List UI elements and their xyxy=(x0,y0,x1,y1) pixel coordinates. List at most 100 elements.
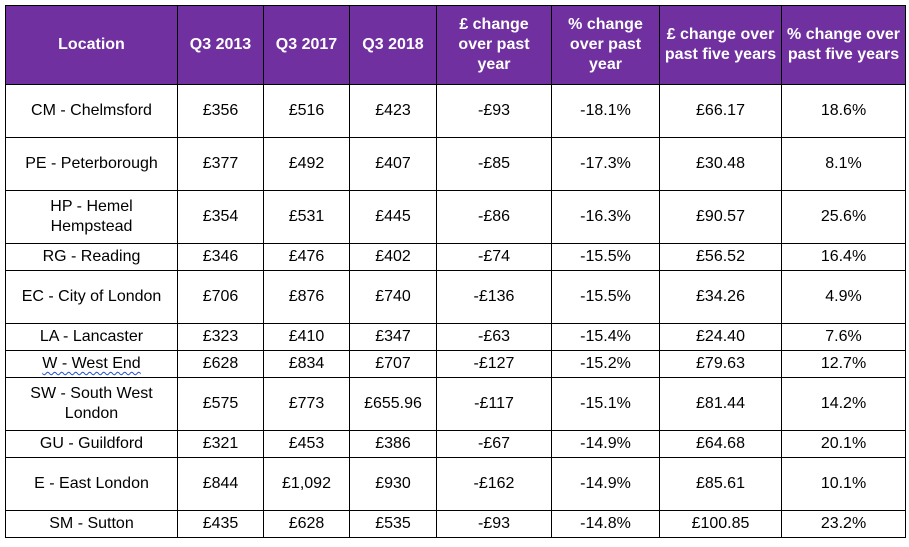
cell-pct-change-five-years: 25.6% xyxy=(781,190,906,244)
table-header: Location Q3 2013 Q3 2017 Q3 2018 £ chang… xyxy=(5,5,906,85)
cell-pct-change-five-years: 4.9% xyxy=(781,270,906,324)
cell-pct-change-year: -15.1% xyxy=(551,377,660,431)
cell-location: E - East London xyxy=(5,457,178,511)
cell-location: CM - Chelmsford xyxy=(5,84,178,138)
table-row: PE - Peterborough £377 £492 £407 -£85 -1… xyxy=(5,137,906,191)
cell-q3-2017: £876 xyxy=(263,270,350,324)
cell-gbp-change-year: -£93 xyxy=(436,84,552,138)
cell-location: SW - South West London xyxy=(5,377,178,431)
header-pct-change-year: % change over past year xyxy=(551,5,660,85)
cell-gbp-change-year: -£85 xyxy=(436,137,552,191)
cell-gbp-change-five-years: £30.48 xyxy=(659,137,782,191)
cell-location: HP - Hemel Hempstead xyxy=(5,190,178,244)
cell-pct-change-five-years: 16.4% xyxy=(781,243,906,271)
cell-pct-change-five-years: 20.1% xyxy=(781,430,906,458)
table-row: HP - Hemel Hempstead £354 £531 £445 -£86… xyxy=(5,190,906,244)
cell-q3-2013: £321 xyxy=(177,430,264,458)
header-gbp-change-year: £ change over past year xyxy=(436,5,552,85)
header-row: Location Q3 2013 Q3 2017 Q3 2018 £ chang… xyxy=(5,5,906,85)
header-q3-2013: Q3 2013 xyxy=(177,5,264,85)
cell-q3-2017: £628 xyxy=(263,510,350,538)
cell-q3-2013: £844 xyxy=(177,457,264,511)
cell-q3-2018: £402 xyxy=(349,243,437,271)
cell-gbp-change-five-years: £34.26 xyxy=(659,270,782,324)
cell-q3-2018: £423 xyxy=(349,84,437,138)
cell-pct-change-year: -18.1% xyxy=(551,84,660,138)
cell-q3-2013: £356 xyxy=(177,84,264,138)
cell-location: LA - Lancaster xyxy=(5,323,178,351)
header-location: Location xyxy=(5,5,178,85)
cell-pct-change-five-years: 12.7% xyxy=(781,350,906,378)
cell-pct-change-five-years: 23.2% xyxy=(781,510,906,538)
cell-gbp-change-five-years: £56.52 xyxy=(659,243,782,271)
cell-q3-2013: £377 xyxy=(177,137,264,191)
header-pct-change-five-years: % change over past five years xyxy=(781,5,906,85)
cell-pct-change-year: -14.9% xyxy=(551,457,660,511)
rental-change-table: Location Q3 2013 Q3 2017 Q3 2018 £ chang… xyxy=(5,5,906,538)
cell-gbp-change-year: -£74 xyxy=(436,243,552,271)
header-q3-2017: Q3 2017 xyxy=(263,5,350,85)
cell-gbp-change-year: -£127 xyxy=(436,350,552,378)
cell-q3-2017: £531 xyxy=(263,190,350,244)
cell-location: EC - City of London xyxy=(5,270,178,324)
cell-q3-2017: £476 xyxy=(263,243,350,271)
cell-gbp-change-year: -£136 xyxy=(436,270,552,324)
cell-q3-2013: £323 xyxy=(177,323,264,351)
cell-q3-2018: £347 xyxy=(349,323,437,351)
cell-q3-2018: £535 xyxy=(349,510,437,538)
cell-location: W - West End xyxy=(5,350,178,378)
cell-location: SM - Sutton xyxy=(5,510,178,538)
cell-q3-2017: £834 xyxy=(263,350,350,378)
cell-gbp-change-five-years: £85.61 xyxy=(659,457,782,511)
table-row: EC - City of London £706 £876 £740 -£136… xyxy=(5,270,906,324)
table-row: SM - Sutton £435 £628 £535 -£93 -14.8% £… xyxy=(5,510,906,538)
cell-q3-2018: £655.96 xyxy=(349,377,437,431)
table-row: E - East London £844 £1,092 £930 -£162 -… xyxy=(5,457,906,511)
cell-q3-2017: £492 xyxy=(263,137,350,191)
cell-location: RG - Reading xyxy=(5,243,178,271)
cell-pct-change-year: -15.5% xyxy=(551,243,660,271)
cell-gbp-change-five-years: £64.68 xyxy=(659,430,782,458)
cell-pct-change-five-years: 14.2% xyxy=(781,377,906,431)
table-body: CM - Chelmsford £356 £516 £423 -£93 -18.… xyxy=(5,84,906,538)
cell-q3-2017: £1,092 xyxy=(263,457,350,511)
cell-pct-change-year: -15.5% xyxy=(551,270,660,324)
table-row: RG - Reading £346 £476 £402 -£74 -15.5% … xyxy=(5,243,906,271)
cell-q3-2018: £740 xyxy=(349,270,437,324)
cell-location: GU - Guildford xyxy=(5,430,178,458)
cell-gbp-change-five-years: £100.85 xyxy=(659,510,782,538)
cell-gbp-change-five-years: £90.57 xyxy=(659,190,782,244)
cell-gbp-change-year: -£63 xyxy=(436,323,552,351)
cell-gbp-change-year: -£117 xyxy=(436,377,552,431)
cell-pct-change-five-years: 18.6% xyxy=(781,84,906,138)
cell-pct-change-year: -14.9% xyxy=(551,430,660,458)
cell-pct-change-year: -16.3% xyxy=(551,190,660,244)
cell-pct-change-year: -15.2% xyxy=(551,350,660,378)
cell-q3-2018: £707 xyxy=(349,350,437,378)
table-row: SW - South West London £575 £773 £655.96… xyxy=(5,377,906,431)
cell-q3-2018: £386 xyxy=(349,430,437,458)
rental-change-table-container: Location Q3 2013 Q3 2017 Q3 2018 £ chang… xyxy=(5,5,906,538)
cell-q3-2013: £706 xyxy=(177,270,264,324)
table-row: W - West End £628 £834 £707 -£127 -15.2%… xyxy=(5,350,906,378)
cell-q3-2013: £628 xyxy=(177,350,264,378)
cell-q3-2013: £575 xyxy=(177,377,264,431)
cell-pct-change-year: -17.3% xyxy=(551,137,660,191)
cell-q3-2017: £453 xyxy=(263,430,350,458)
cell-gbp-change-year: -£86 xyxy=(436,190,552,244)
cell-q3-2018: £445 xyxy=(349,190,437,244)
cell-pct-change-five-years: 8.1% xyxy=(781,137,906,191)
cell-gbp-change-five-years: £66.17 xyxy=(659,84,782,138)
cell-q3-2013: £354 xyxy=(177,190,264,244)
cell-q3-2017: £516 xyxy=(263,84,350,138)
cell-gbp-change-five-years: £79.63 xyxy=(659,350,782,378)
cell-q3-2018: £930 xyxy=(349,457,437,511)
cell-gbp-change-year: -£162 xyxy=(436,457,552,511)
cell-gbp-change-five-years: £81.44 xyxy=(659,377,782,431)
header-gbp-change-five-years: £ change over past five years xyxy=(659,5,782,85)
cell-gbp-change-year: -£93 xyxy=(436,510,552,538)
cell-pct-change-five-years: 7.6% xyxy=(781,323,906,351)
header-q3-2018: Q3 2018 xyxy=(349,5,437,85)
cell-pct-change-year: -14.8% xyxy=(551,510,660,538)
cell-q3-2017: £773 xyxy=(263,377,350,431)
